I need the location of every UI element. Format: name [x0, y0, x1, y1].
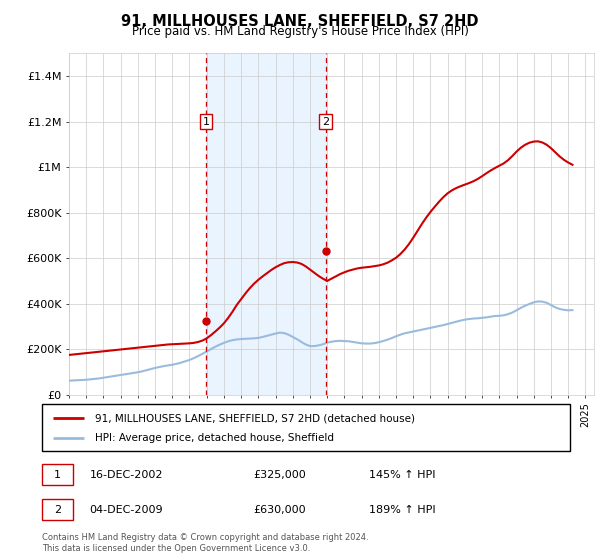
Text: 04-DEC-2009: 04-DEC-2009	[89, 505, 163, 515]
FancyBboxPatch shape	[42, 499, 73, 520]
Text: 1: 1	[54, 470, 61, 479]
Bar	[206, 53, 326, 395]
Text: 1: 1	[203, 116, 209, 127]
Text: 2: 2	[54, 505, 61, 515]
FancyBboxPatch shape	[42, 464, 73, 486]
Text: 16-DEC-2002: 16-DEC-2002	[89, 470, 163, 479]
Text: 91, MILLHOUSES LANE, SHEFFIELD, S7 2HD (detached house): 91, MILLHOUSES LANE, SHEFFIELD, S7 2HD (…	[95, 413, 415, 423]
Text: 2: 2	[322, 116, 329, 127]
Text: Contains HM Land Registry data © Crown copyright and database right 2024.
This d: Contains HM Land Registry data © Crown c…	[42, 533, 368, 553]
Text: 91, MILLHOUSES LANE, SHEFFIELD, S7 2HD: 91, MILLHOUSES LANE, SHEFFIELD, S7 2HD	[121, 14, 479, 29]
Text: 145% ↑ HPI: 145% ↑ HPI	[370, 470, 436, 479]
Text: £325,000: £325,000	[253, 470, 306, 479]
Text: £630,000: £630,000	[253, 505, 306, 515]
Text: HPI: Average price, detached house, Sheffield: HPI: Average price, detached house, Shef…	[95, 433, 334, 444]
Text: Price paid vs. HM Land Registry's House Price Index (HPI): Price paid vs. HM Land Registry's House …	[131, 25, 469, 38]
Text: 189% ↑ HPI: 189% ↑ HPI	[370, 505, 436, 515]
